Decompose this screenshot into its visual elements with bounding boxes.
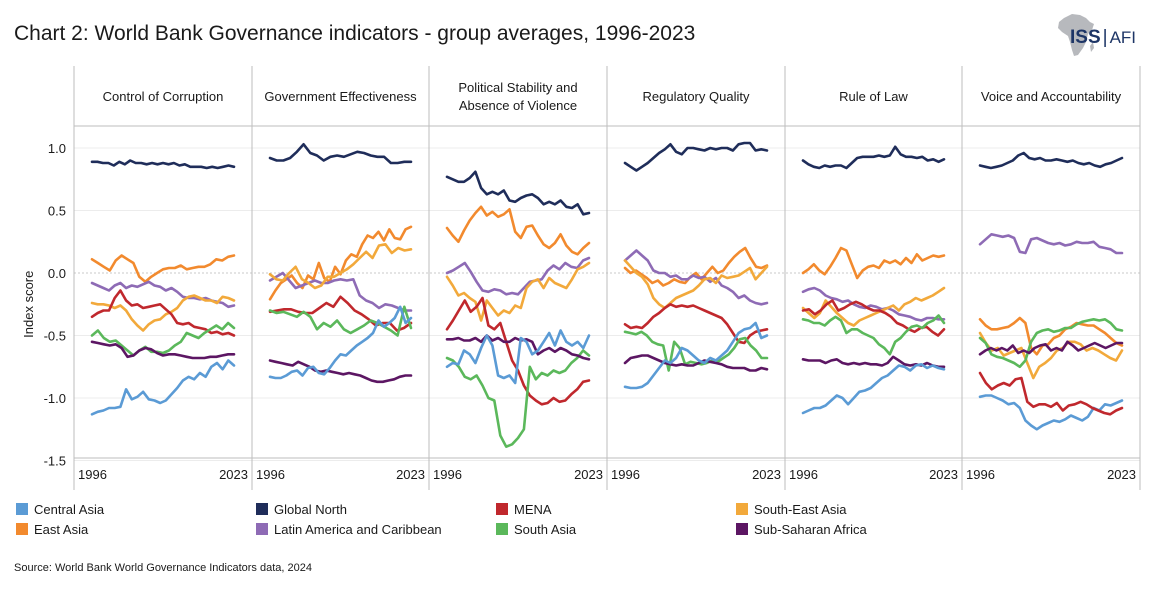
legend-label: Latin America and Caribbean bbox=[274, 521, 442, 537]
panel-title: Absence of Violence bbox=[459, 98, 577, 113]
legend-item: South-East Asia bbox=[736, 500, 847, 518]
y-tick-label: -1.0 bbox=[44, 391, 66, 406]
legend-label: Global North bbox=[274, 501, 347, 517]
africa-map-icon bbox=[1058, 14, 1094, 56]
legend-label: East Asia bbox=[34, 521, 89, 537]
legend-swatch bbox=[736, 523, 748, 535]
legend-item: Sub-Saharan Africa bbox=[736, 520, 867, 538]
chart-legend: Central Asia Global North MENA South-East A… bbox=[16, 500, 1136, 544]
legend-swatch bbox=[496, 503, 508, 515]
series-line-latin-america-and-caribbean bbox=[978, 233, 1124, 255]
legend-label: South-East Asia bbox=[754, 501, 847, 517]
series-line-global-north bbox=[445, 170, 591, 216]
series-line-south-east-asia bbox=[623, 259, 769, 310]
legend-swatch bbox=[16, 503, 28, 515]
series-line-south-east-asia bbox=[268, 243, 413, 290]
legend-item: Latin America and Caribbean bbox=[256, 520, 442, 538]
chart-title: Chart 2: World Bank Governance indicator… bbox=[14, 22, 696, 45]
series-line-global-north bbox=[801, 145, 946, 170]
panel-title: Rule of Law bbox=[839, 89, 908, 104]
logo-iss: ISS bbox=[1070, 27, 1101, 48]
x-tick-label-start: 1996 bbox=[966, 467, 995, 482]
panel-title: Political Stability and bbox=[458, 80, 577, 95]
series-line-south-asia bbox=[801, 314, 946, 356]
iss-afi-logo: ISS | AFI bbox=[1070, 27, 1137, 48]
panel-title: Government Effectiveness bbox=[264, 89, 417, 104]
legend-swatch bbox=[496, 523, 508, 535]
series-line-mena bbox=[623, 303, 769, 345]
series-line-east-asia bbox=[445, 205, 591, 256]
series-line-east-asia bbox=[623, 246, 769, 287]
series-line-global-north bbox=[978, 151, 1124, 170]
series-line-east-asia bbox=[801, 246, 946, 280]
series-line-central-asia bbox=[623, 321, 769, 390]
series-line-central-asia bbox=[268, 305, 413, 380]
x-tick-label-end: 2023 bbox=[929, 467, 958, 482]
legend-swatch bbox=[16, 523, 28, 535]
legend-item: Central Asia bbox=[16, 500, 104, 518]
legend-swatch bbox=[736, 503, 748, 515]
series-line-sub-saharan-africa bbox=[445, 334, 591, 361]
logo-afi: AFI bbox=[1109, 28, 1137, 47]
series-line-sub-saharan-africa bbox=[623, 354, 769, 372]
y-axis-label: Index score bbox=[21, 271, 36, 338]
y-tick-label: 1.0 bbox=[48, 141, 66, 156]
series-line-sub-saharan-africa bbox=[978, 340, 1124, 356]
legend-label: Sub-Saharan Africa bbox=[754, 521, 867, 537]
series-line-south-east-asia bbox=[801, 286, 946, 327]
x-tick-label-end: 2023 bbox=[752, 467, 781, 482]
y-tick-label: -0.5 bbox=[44, 329, 66, 344]
x-tick-label-start: 1996 bbox=[433, 467, 462, 482]
series-line-east-asia bbox=[978, 316, 1124, 356]
x-tick-label-end: 2023 bbox=[396, 467, 425, 482]
series-line-mena bbox=[978, 371, 1124, 416]
series-line-latin-america-and-caribbean bbox=[623, 249, 769, 306]
legend-item: Global North bbox=[256, 500, 347, 518]
legend-swatch bbox=[256, 523, 268, 535]
series-line-latin-america-and-caribbean bbox=[801, 286, 946, 322]
legend-swatch bbox=[256, 503, 268, 515]
series-line-sub-saharan-africa bbox=[90, 340, 236, 360]
x-tick-label-start: 1996 bbox=[789, 467, 818, 482]
series-line-latin-america-and-caribbean bbox=[268, 271, 413, 312]
series-line-global-north bbox=[268, 143, 413, 165]
x-tick-label-end: 2023 bbox=[1107, 467, 1136, 482]
x-tick-label-start: 1996 bbox=[611, 467, 640, 482]
y-tick-label: -1.5 bbox=[44, 454, 66, 469]
legend-label: MENA bbox=[514, 501, 552, 517]
x-tick-label-start: 1996 bbox=[256, 467, 285, 482]
governance-line-chart: 1.0 0.5 0.0 -0.5 -1.0 -1.5 Index score Control … bbox=[21, 66, 1141, 490]
series-line-central-asia bbox=[445, 329, 591, 385]
panel-title: Control of Corruption bbox=[103, 89, 224, 104]
legend-label: South Asia bbox=[514, 521, 577, 537]
series-line-east-asia bbox=[268, 225, 413, 301]
series-line-mena bbox=[90, 289, 236, 337]
y-tick-label: 0.5 bbox=[48, 204, 66, 219]
series-line-sub-saharan-africa bbox=[268, 359, 413, 384]
series-line-south-asia bbox=[978, 317, 1124, 369]
series-line-global-north bbox=[623, 141, 769, 172]
series-line-south-east-asia bbox=[978, 331, 1124, 380]
source-note: Source: World Bank World Governance Indi… bbox=[14, 562, 312, 574]
x-tick-label-end: 2023 bbox=[574, 467, 603, 482]
series-line-south-east-asia bbox=[90, 294, 236, 332]
series-line-south-east-asia bbox=[445, 261, 591, 322]
series-line-central-asia bbox=[801, 362, 946, 415]
legend-item: East Asia bbox=[16, 520, 88, 538]
series-line-south-asia bbox=[268, 305, 413, 337]
y-tick-label: 0.0 bbox=[48, 266, 66, 281]
legend-item: South Asia bbox=[496, 520, 576, 538]
x-tick-label-start: 1996 bbox=[78, 467, 107, 482]
x-tick-label-end: 2023 bbox=[219, 467, 248, 482]
legend-item: MENA bbox=[496, 500, 552, 518]
series-line-global-north bbox=[90, 159, 236, 170]
panel-title: Voice and Accountability bbox=[981, 89, 1122, 104]
series-line-south-asia bbox=[90, 321, 236, 357]
series-line-latin-america-and-caribbean bbox=[445, 256, 591, 296]
series-line-central-asia bbox=[90, 359, 236, 416]
series-line-east-asia bbox=[90, 254, 236, 284]
panel-title: Regulatory Quality bbox=[643, 89, 750, 104]
series-line-south-asia bbox=[445, 349, 591, 449]
legend-label: Central Asia bbox=[34, 501, 105, 517]
